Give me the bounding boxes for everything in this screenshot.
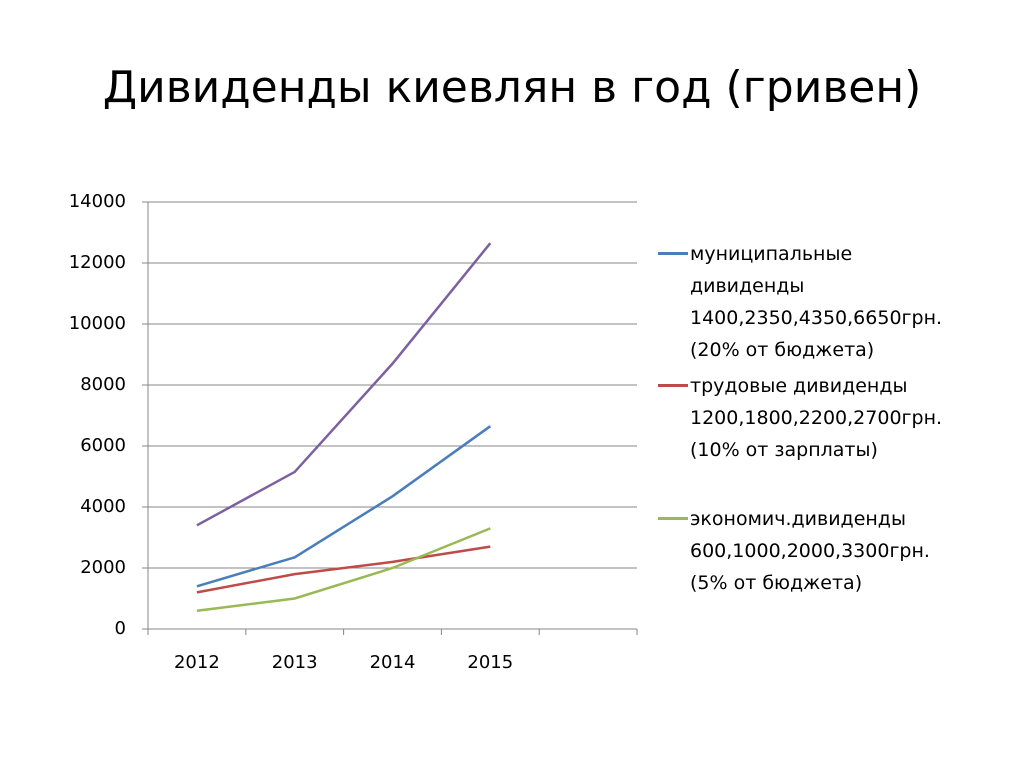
legend-swatch: [658, 517, 688, 520]
x-tick-label: 2012: [174, 652, 220, 673]
legend-swatch: [658, 384, 688, 387]
y-tick-label: 4000: [80, 496, 126, 517]
series-line: [196, 242, 492, 527]
legend-label: трудовые дивиденды 1200,1800,2200,2700гр…: [690, 375, 943, 461]
y-tick-label: 0: [115, 618, 126, 639]
y-tick-label: 2000: [80, 557, 126, 578]
x-tick-label: 2013: [272, 652, 318, 673]
series-line: [196, 425, 492, 588]
legend-item: экономич.дивиденды 600,1000,2000,3300грн…: [658, 503, 930, 599]
legend-label: экономич.дивиденды 600,1000,2000,3300грн…: [690, 508, 930, 594]
legend-swatch: [658, 252, 688, 255]
legend-label: муниципальные дивиденды 1400,2350,4350,6…: [690, 243, 943, 361]
legend-item: трудовые дивиденды 1200,1800,2200,2700гр…: [658, 370, 942, 466]
series-line: [196, 527, 491, 612]
y-tick-label: 12000: [69, 252, 126, 273]
x-tick-label: 2015: [467, 652, 513, 673]
y-tick-label: 10000: [69, 313, 126, 334]
y-tick-label: 8000: [80, 374, 126, 395]
y-tick-label: 14000: [69, 191, 126, 212]
chart-title: Дивиденды киевлян в год (гривен): [102, 62, 922, 113]
y-tick-label: 6000: [80, 435, 126, 456]
series-line: [196, 545, 491, 594]
legend-item: муниципальные дивиденды 1400,2350,4350,6…: [658, 238, 942, 366]
x-tick-label: 2014: [370, 652, 416, 673]
